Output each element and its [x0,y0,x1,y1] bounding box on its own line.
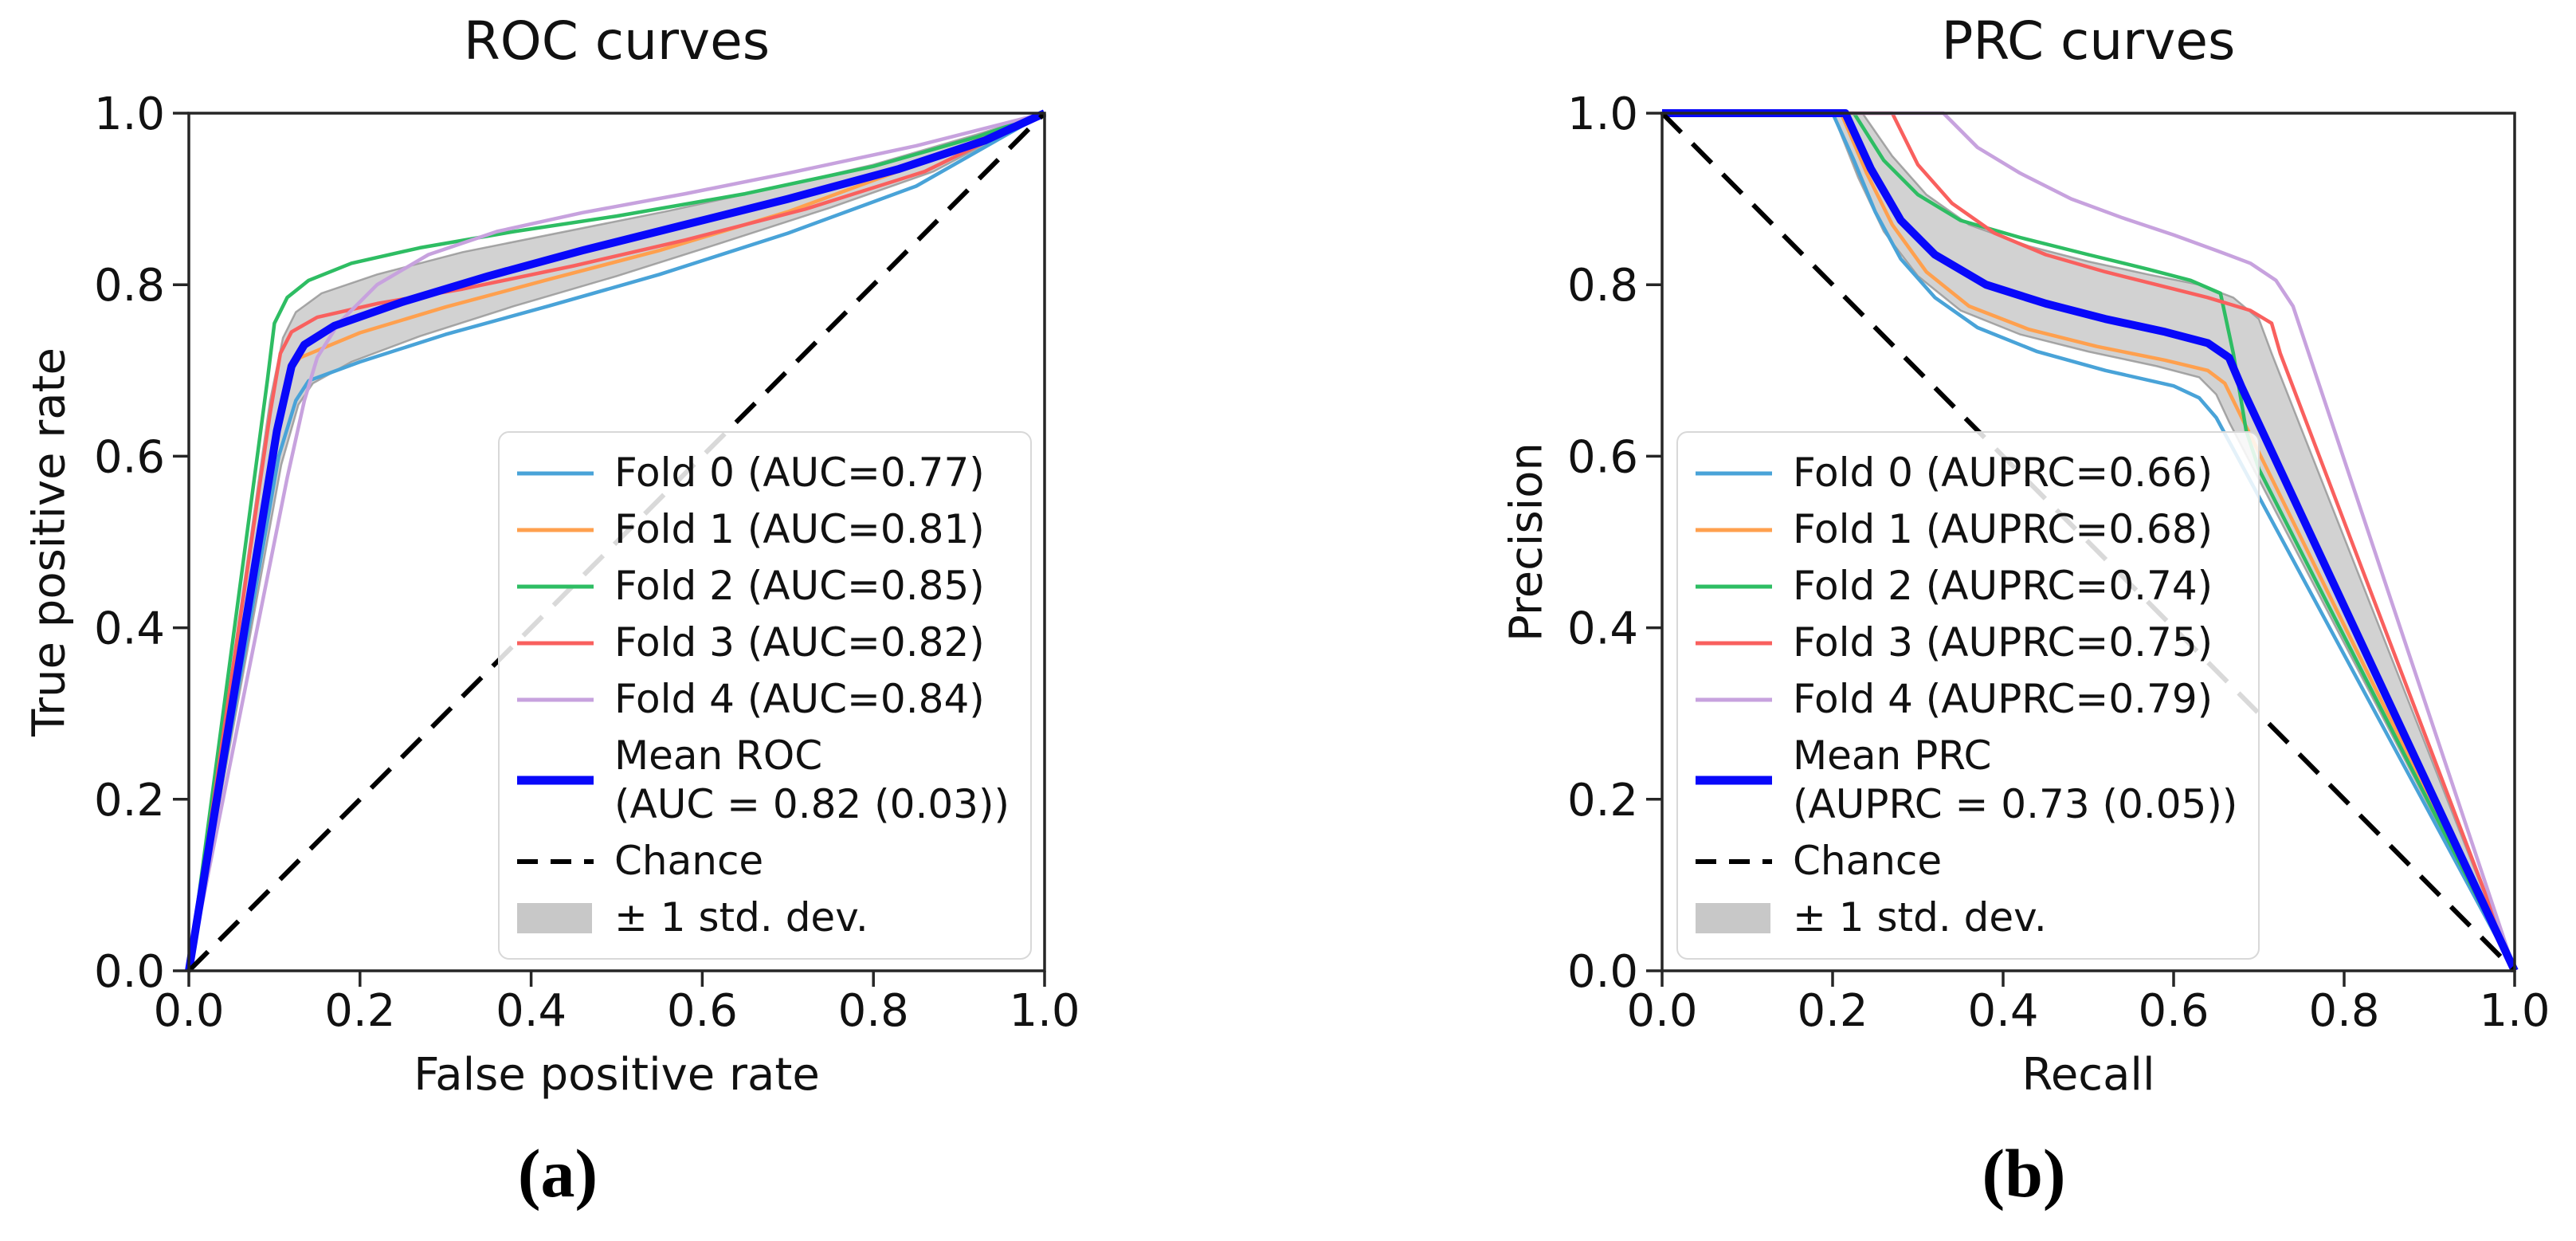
y-tick-label: 0.0 [1567,946,1638,998]
y-tick-label: 1.0 [94,88,165,140]
roc-fold2-line [186,111,1045,972]
roc-x-axis-label: False positive rate [414,1049,820,1101]
prc-title: PRC curves [1941,10,2236,72]
x-tick-label: 1.0 [2479,985,2550,1037]
legend-item: ± 1 std. dev. [516,893,1010,942]
legend-item: Fold 1 (AUC=0.81) [516,505,1010,554]
subfigure-caption-a: (a) [517,1135,598,1212]
line-swatch-icon [1696,776,1772,785]
legend-item: Fold 1 (AUPRC=0.68) [1694,505,2237,554]
line-swatch-icon [517,584,594,588]
x-tick-label: 0.6 [2138,985,2209,1037]
y-tick-label: 0.6 [1567,431,1638,483]
legend-item-label: Mean ROC (AUC = 0.82 (0.03)) [614,732,1010,827]
y-tick-label: 0.2 [1567,775,1638,827]
std-dev-patch-swatch-icon [1696,902,1770,933]
legend-item: Fold 4 (AUPRC=0.79) [1694,675,2237,724]
legend-item: Fold 0 (AUPRC=0.66) [1694,449,2237,497]
legend-item-label: Fold 3 (AUC=0.82) [614,619,985,666]
legend-item: Mean ROC (AUC = 0.82 (0.03)) [516,732,1010,829]
prc-fold3-line [1662,111,2517,972]
line-swatch-icon [517,776,594,785]
x-tick-label: 0.4 [496,985,567,1037]
legend-item-label: ± 1 std. dev. [614,894,868,941]
legend-item: Fold 3 (AUPRC=0.75) [1694,619,2237,667]
y-tick-label: 0.8 [1567,260,1638,312]
roc-legend: Fold 0 (AUC=0.77) Fold 1 (AUC=0.81) Fold 2… [498,431,1032,960]
legend-item-label: Fold 1 (AUC=0.81) [614,506,985,552]
legend-item: Chance [516,837,1010,886]
roc-plot: 0.0 0.2 0.4 0.6 0.8 1.0 0.0 0.2 0.4 0.6 0.8 1.0 [94,88,1080,1037]
axes-frame [187,112,1046,972]
x-tick-label: 0.8 [838,985,909,1037]
line-swatch-icon [517,641,594,645]
y-tick-label: 0.4 [94,603,165,655]
legend-item-label: Fold 2 (AUPRC=0.74) [1793,563,2213,609]
legend-item-label: Fold 1 (AUPRC=0.68) [1793,506,2213,552]
legend-item: Fold 0 (AUC=0.77) [516,449,1010,497]
legend-item-label: Fold 0 (AUC=0.77) [614,450,985,496]
prc-panel: PRC curves Precision 0.0 0.2 0.4 0.6 0.8 1.0 0… [1288,0,2576,1241]
x-tick-label: 0.4 [1967,985,2038,1037]
line-swatch-icon [1696,471,1772,475]
legend-item-label: Fold 2 (AUC=0.85) [614,563,985,609]
line-swatch-icon [1696,584,1772,588]
y-tick-label: 0.4 [1567,603,1638,655]
legend-item: Fold 2 (AUPRC=0.74) [1694,562,2237,611]
std-dev-patch-swatch-icon [517,902,593,933]
prc-plot: 0.0 0.2 0.4 0.6 0.8 1.0 0.0 0.2 0.4 0.6 0.8 1.0 [1567,88,2551,1037]
x-tick-label: 0.2 [324,985,395,1037]
line-swatch-icon [517,528,594,532]
roc-fold0-line [186,112,1046,972]
line-swatch-icon [1696,697,1772,701]
y-tick-label: 1.0 [1567,88,1638,140]
y-tick-label: 0.8 [94,260,165,312]
legend-item-label: Fold 0 (AUPRC=0.66) [1793,450,2213,496]
prc-fold1-line [1662,111,2517,972]
prc-x-axis-label: Recall [2021,1049,2155,1101]
legend-item-label: Fold 3 (AUPRC=0.75) [1793,619,2213,666]
roc-mean-roc-line [185,109,1047,972]
prc-legend: Fold 0 (AUPRC=0.66) Fold 1 (AUPRC=0.68) Fo… [1676,431,2260,960]
line-swatch-icon [1696,858,1772,864]
legend-item-label: Fold 4 (AUC=0.84) [614,676,985,722]
legend-item: Chance [1694,837,2237,886]
x-tick-label: 1.0 [1009,985,1080,1037]
x-tick-label: 0.0 [1626,985,1697,1037]
legend-item: Fold 2 (AUC=0.85) [516,562,1010,611]
prc-mean-prc-line [1662,109,2519,973]
legend-item: Fold 4 (AUC=0.84) [516,675,1010,724]
axes-frame [1660,112,2516,972]
x-tick-label: 0.0 [153,985,224,1037]
y-tick-label: 0.0 [94,946,165,998]
x-tick-label: 0.8 [2308,985,2379,1037]
prc-fold2-line [1662,111,2517,972]
legend-item-label: Mean PRC (AUPRC = 0.73 (0.05)) [1793,732,2238,827]
y-tick-label: 0.2 [94,775,165,827]
line-swatch-icon [517,697,594,701]
prc-fold4-line [1662,111,2517,972]
x-tick-label: 0.2 [1797,985,1868,1037]
legend-item: ± 1 std. dev. [1694,893,2237,942]
legend-item-label: Chance [1793,838,1943,884]
subfigure-caption-b: (b) [1982,1135,2066,1212]
roc-fold4-line [186,111,1045,972]
legend-item-label: Fold 4 (AUPRC=0.79) [1793,676,2213,722]
x-tick-label: 0.6 [667,985,738,1037]
line-swatch-icon [1696,641,1772,645]
legend-item-label: ± 1 std. dev. [1793,894,2047,941]
line-swatch-icon [517,471,594,475]
line-swatch-icon [1696,528,1772,532]
legend-item-label: Chance [614,838,764,884]
y-tick-label: 0.6 [94,431,165,483]
legend-item: Mean PRC (AUPRC = 0.73 (0.05)) [1694,732,2237,829]
legend-item: Fold 3 (AUC=0.82) [516,619,1010,667]
roc-panel: ROC curves True positive rate 0.0 0.2 0.4 0… [24,10,1080,1212]
roc-title: ROC curves [463,10,770,72]
line-swatch-icon [517,858,594,864]
prc-fold0-line [1662,111,2516,972]
